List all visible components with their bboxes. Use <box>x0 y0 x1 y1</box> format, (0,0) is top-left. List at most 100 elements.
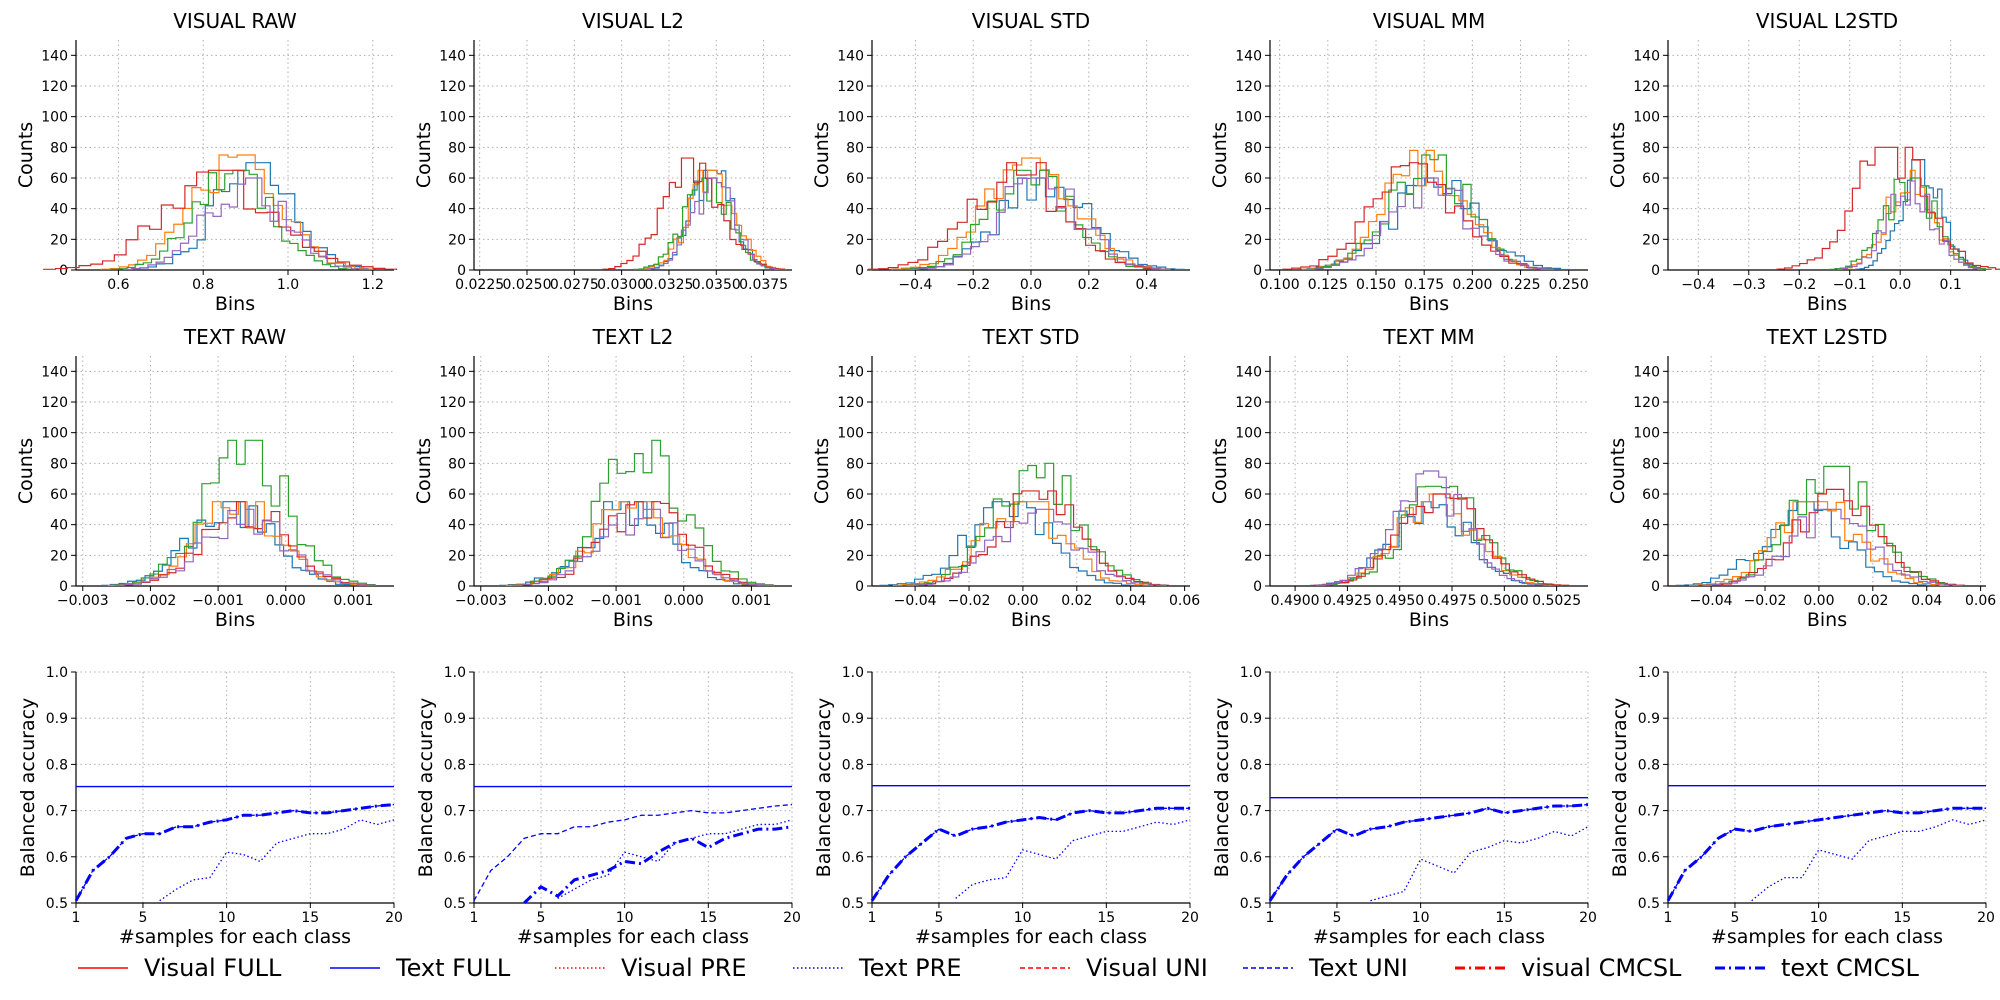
x-tick-label: 0.04 <box>1911 593 1942 609</box>
x-tick-label: 10 <box>1810 910 1828 926</box>
y-axis-label: Balanced accuracy <box>1211 698 1233 878</box>
text-uni-line <box>1667 807 1986 902</box>
x-axis-label: Bins <box>613 293 653 315</box>
y-tick-label: 0 <box>1253 263 1262 279</box>
y-tick-label: 0.7 <box>444 804 466 820</box>
y-tick-label: 20 <box>1244 232 1262 248</box>
y-tick-label: 20 <box>50 232 68 248</box>
y-tick-label: 100 <box>837 426 864 442</box>
y-tick-label: 40 <box>846 518 864 534</box>
histogram-panel: TEXT L2STD −0.04 −0.02 0.00 0.02 0.04 0.06 0 20 4… <box>1607 325 1996 631</box>
legend-label: Visual UNI <box>1086 954 1208 982</box>
accuracy-plot: 1 5 10 15 200.50.60.70.80.91.0#samples for e… <box>1609 665 1995 948</box>
y-tick-label: 20 <box>448 548 466 564</box>
x-tick-label: −0.003 <box>455 593 507 609</box>
histogram-series-4 <box>867 162 1166 270</box>
x-tick-label: 0.0375 <box>739 277 788 293</box>
y-tick-label: 20 <box>448 232 466 248</box>
y-tick-label: 20 <box>1244 548 1262 564</box>
x-tick-label: 0.001 <box>333 593 373 609</box>
x-tick-label: 20 <box>1977 910 1995 926</box>
y-axis-label: Counts <box>1209 122 1231 188</box>
text-pre-line <box>159 819 395 902</box>
x-tick-label: 0.06 <box>1965 593 1996 609</box>
histogram-series-1 <box>101 501 363 586</box>
x-tick-label: 1 <box>1664 910 1673 926</box>
x-axis-label: #samples for each class <box>1711 926 1943 948</box>
x-tick-label: 5 <box>536 910 545 926</box>
x-tick-label: 5 <box>138 910 147 926</box>
histogram-series-5 <box>122 177 369 270</box>
y-tick-label: 0.5 <box>444 896 466 912</box>
y-tick-label: 60 <box>448 487 466 503</box>
x-tick-label: 0.125 <box>1308 277 1348 293</box>
x-tick-label: 15 <box>1495 910 1513 926</box>
y-tick-label: 120 <box>41 79 68 95</box>
y-tick-label: 80 <box>846 140 864 156</box>
y-tick-label: 80 <box>1642 140 1660 156</box>
histogram-panel: TEXT RAW −0.003 −0.002 −0.001 0.000 0.001 0 20 4… <box>15 325 394 631</box>
y-tick-label: 60 <box>846 487 864 503</box>
x-tick-label: 10 <box>218 910 236 926</box>
y-tick-label: 140 <box>1633 48 1660 64</box>
legend-label: Visual FULL <box>144 954 282 982</box>
y-tick-label: 60 <box>1642 171 1660 187</box>
histogram-series-3 <box>1702 465 1963 586</box>
x-tick-label: 20 <box>1579 910 1597 926</box>
x-tick-label: 5 <box>934 910 943 926</box>
histogram-panel: TEXT L2 −0.003 −0.002 −0.001 0.000 0.001 0 20 40… <box>413 325 792 631</box>
histogram-series-1 <box>906 177 1185 270</box>
y-tick-label: 0 <box>855 263 864 279</box>
x-axis-label: Bins <box>1011 609 1051 631</box>
histogram-series-2 <box>1688 501 1949 586</box>
x-axis-label: Bins <box>1807 609 1847 631</box>
y-tick-label: 0.9 <box>1638 711 1660 727</box>
y-axis-label: Counts <box>1607 122 1629 188</box>
y-axis-label: Counts <box>15 438 37 504</box>
y-tick-label: 140 <box>439 364 466 380</box>
y-tick-label: 0.7 <box>1638 804 1660 820</box>
x-tick-label: −0.3 <box>1732 277 1766 293</box>
y-tick-label: 100 <box>837 110 864 126</box>
y-tick-label: 140 <box>439 48 466 64</box>
legend-label: visual CMCSL <box>1521 954 1682 982</box>
x-tick-label: −0.02 <box>948 593 991 609</box>
y-tick-label: 80 <box>1244 140 1262 156</box>
x-tick-label: 0.00 <box>1007 593 1038 609</box>
y-tick-label: 0.5 <box>842 896 864 912</box>
y-tick-label: 140 <box>1235 48 1262 64</box>
histogram-panel: VISUAL STD −0.4 −0.2 0.0 0.2 0.4 0 20 40 60 80 100 1… <box>811 9 1190 315</box>
y-axis-label: Counts <box>1209 438 1231 504</box>
text-uni-line <box>75 803 395 902</box>
x-tick-label: −0.001 <box>590 593 642 609</box>
y-tick-label: 60 <box>1244 487 1262 503</box>
histogram-series-1 <box>1297 177 1571 271</box>
x-tick-label: −0.02 <box>1744 593 1787 609</box>
y-tick-label: 100 <box>439 426 466 442</box>
x-tick-label: 0.0350 <box>692 277 741 293</box>
y-tick-label: 0.7 <box>1240 804 1262 820</box>
y-tick-label: 40 <box>1244 202 1262 218</box>
histogram-series-5 <box>512 508 774 586</box>
y-tick-label: 1.0 <box>1638 665 1660 681</box>
text-cmcsl-line <box>74 803 395 902</box>
text-cmcsl-line <box>523 825 793 905</box>
histogram-series-3 <box>906 462 1167 586</box>
histogram-series-4 <box>43 169 398 270</box>
histogram-series-5 <box>1837 180 1984 271</box>
histogram-series-3 <box>1320 485 1563 586</box>
y-tick-label: 20 <box>846 232 864 248</box>
x-tick-label: −0.002 <box>125 593 177 609</box>
histogram-series-2 <box>891 157 1171 270</box>
x-tick-label: 0.5000 <box>1480 593 1529 609</box>
panel-title: VISUAL RAW <box>173 9 297 33</box>
y-tick-label: 0.6 <box>1240 850 1262 866</box>
x-tick-label: −0.4 <box>1681 277 1715 293</box>
y-tick-label: 1.0 <box>1240 665 1262 681</box>
histogram-panel: VISUAL L20.02250.02500.02750.03000.03250… <box>413 9 792 315</box>
x-tick-label: 10 <box>1014 910 1032 926</box>
panel-title: TEXT L2 <box>592 325 674 349</box>
y-tick-label: 60 <box>846 171 864 187</box>
x-tick-label: 0.06 <box>1169 593 1200 609</box>
y-tick-label: 140 <box>1235 364 1262 380</box>
